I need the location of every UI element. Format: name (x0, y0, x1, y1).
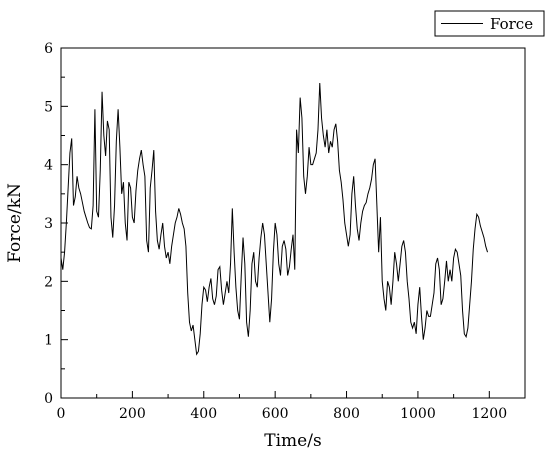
force-series-line (60, 82, 488, 356)
y-tick-label: 3 (44, 216, 53, 232)
x-tick-label: 400 (190, 406, 217, 422)
x-axis: 0 200 400 600 800 1000 1200 (57, 391, 526, 422)
x-tick-label: 600 (262, 406, 289, 422)
y-tick-label: 6 (44, 41, 53, 57)
legend: Force (434, 10, 545, 37)
x-tick-label: 1200 (471, 406, 507, 422)
y-axis: 0 1 2 3 4 5 6 (44, 41, 68, 407)
y-tick-label: 5 (44, 99, 53, 115)
y-tick-label: 2 (44, 274, 53, 290)
y-tick-label: 1 (44, 333, 53, 349)
legend-label-force: Force (490, 15, 533, 33)
y-tick-label: 0 (44, 391, 53, 407)
x-tick-label: 800 (333, 406, 360, 422)
plot-frame (60, 47, 526, 399)
x-axis-title: Time/s (264, 431, 321, 451)
x-tick-label: 1000 (400, 406, 436, 422)
x-tick-label: 0 (57, 406, 66, 422)
y-axis-title: Force/kN (5, 183, 25, 263)
y-tick-label: 4 (44, 158, 53, 174)
x-tick-label: 200 (119, 406, 146, 422)
